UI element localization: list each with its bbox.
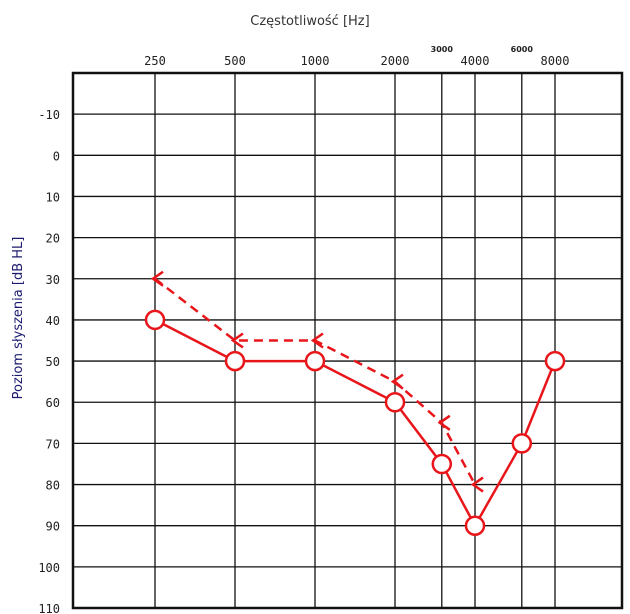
data-point-bracket <box>437 414 451 431</box>
series-line-dashed <box>154 277 477 486</box>
x-tick-label: 2000 <box>381 54 410 68</box>
series-line-solid <box>154 318 557 529</box>
data-point-circle <box>224 350 246 372</box>
y-tick-label: 60 <box>46 396 60 410</box>
plot-frame <box>71 71 624 610</box>
data-point-circle <box>511 433 533 454</box>
x-tick-label: 4000 <box>461 54 490 68</box>
x-tick-label-intermediate: 6000 <box>511 45 534 54</box>
data-point-bracket <box>390 373 404 390</box>
x-axis-title: Częstotliwość [Hz] <box>250 14 369 29</box>
y-tick-label: 40 <box>46 314 60 328</box>
x-tick-label-intermediate: 3000 <box>431 45 454 54</box>
grid <box>71 71 624 610</box>
y-tick-label: 20 <box>46 232 60 246</box>
y-tick-label: 10 <box>46 190 60 204</box>
y-axis-title: Poziom słyszenia [dB HL] <box>11 237 26 400</box>
data-point-circle <box>384 391 406 413</box>
data-point-bracket <box>230 332 244 349</box>
tick-labels: -10 0 10 20 30 40 50 60 70 80 90 100 110 250 500 1000 20… <box>38 45 569 614</box>
data-point-circle <box>304 350 326 372</box>
y-tick-label: 70 <box>46 437 60 451</box>
data-point-bracket <box>150 270 164 287</box>
data-point-circle <box>544 350 566 372</box>
y-tick-label: 100 <box>38 561 60 575</box>
x-tick-label: 8000 <box>541 54 570 68</box>
series <box>144 270 566 536</box>
x-tick-label: 500 <box>224 54 246 68</box>
x-tick-label: 250 <box>144 54 166 68</box>
data-point-bracket <box>310 332 324 349</box>
y-tick-label: 80 <box>46 479 60 493</box>
y-tick-label: 90 <box>46 520 60 534</box>
y-tick-label: 30 <box>46 273 60 287</box>
y-tick-label: 0 <box>53 149 60 163</box>
data-point-bracket <box>470 476 484 493</box>
x-tick-label: 1000 <box>301 54 330 68</box>
data-point-circle <box>144 309 166 331</box>
data-point-circle <box>431 453 453 475</box>
y-tick-label: 50 <box>46 355 60 369</box>
y-tick-label: 110 <box>38 602 60 614</box>
data-point-circle <box>464 515 486 536</box>
y-tick-label: -10 <box>38 108 60 122</box>
